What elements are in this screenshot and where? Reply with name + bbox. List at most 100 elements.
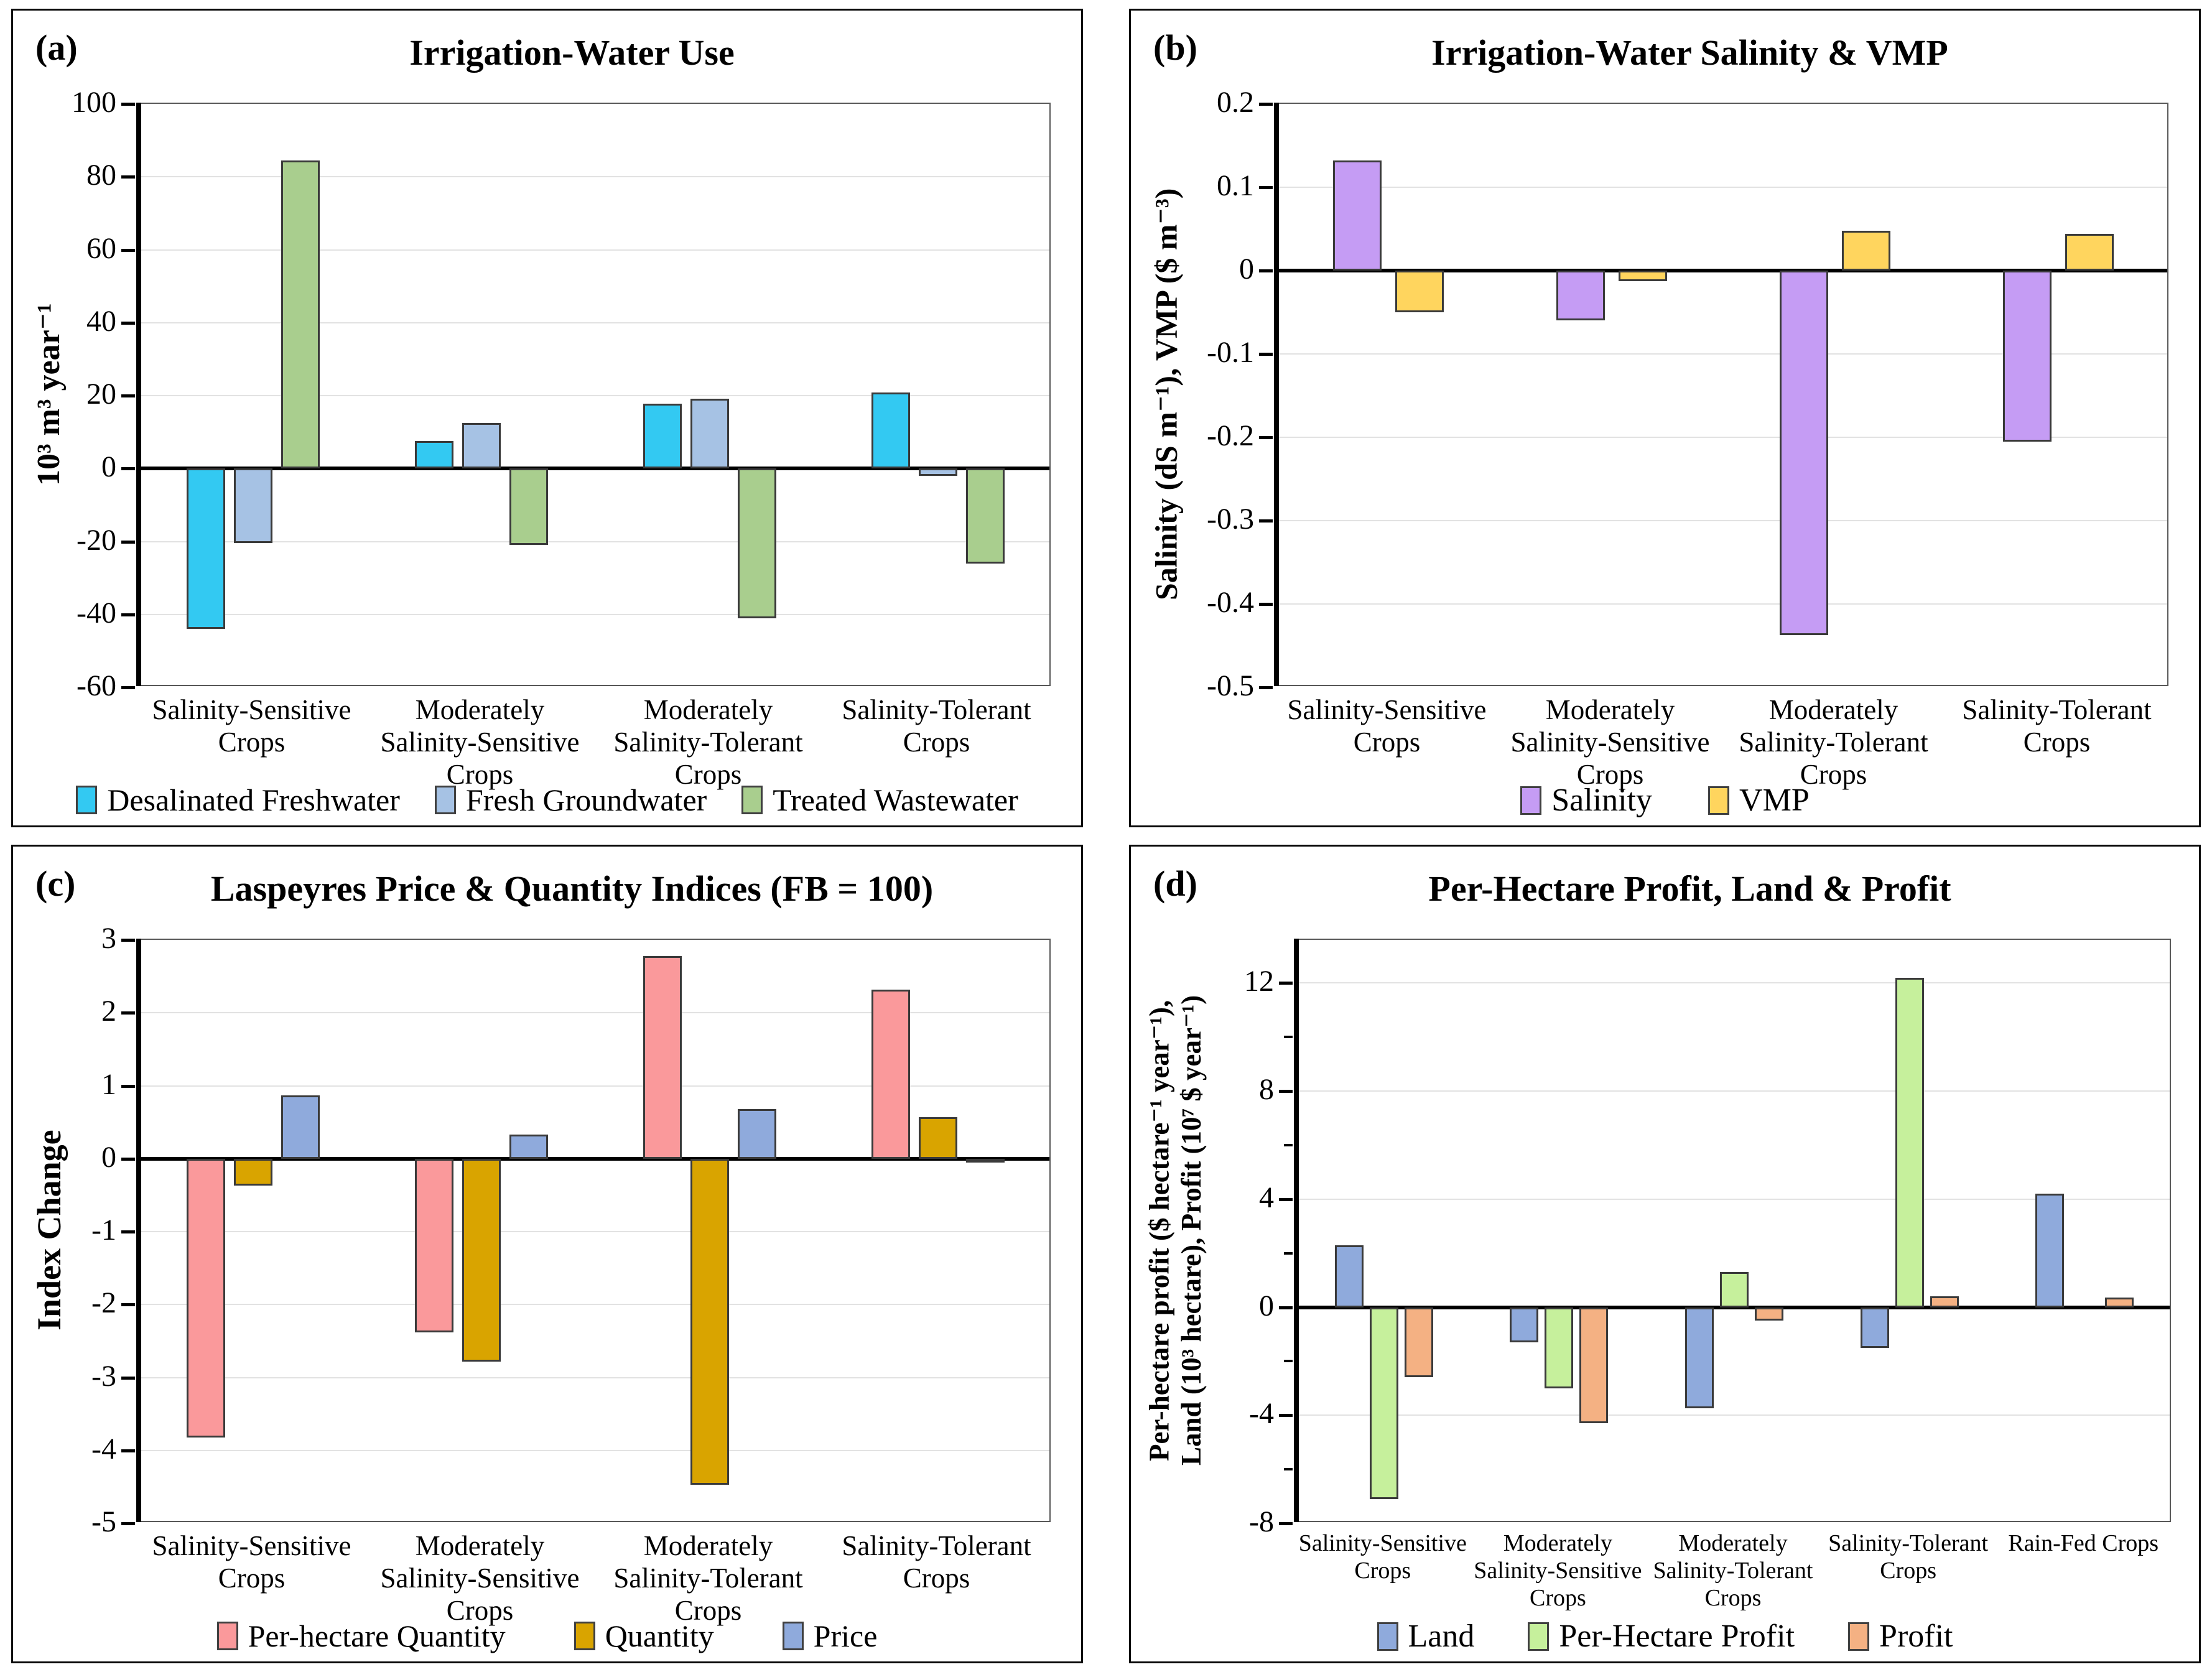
legend-swatch — [1848, 1622, 1870, 1651]
axis-tick — [1259, 519, 1273, 522]
y-tick-label: -20 — [77, 523, 116, 557]
category-label: Moderately Salinity-Sensitive Crops — [380, 694, 580, 791]
legend-label: Per-hectare Quantity — [248, 1619, 506, 1653]
axis-tick — [1279, 1522, 1293, 1525]
plot-area — [1279, 939, 2171, 1525]
legend-label: Desalinated Freshwater — [107, 783, 400, 817]
bar-per-hectare-profit — [1895, 977, 1924, 1307]
legend-label: Price — [813, 1619, 878, 1653]
y-tick-label: 12 — [1244, 965, 1274, 998]
axis-tick — [1259, 686, 1273, 689]
bar-price — [965, 1158, 1005, 1163]
bar-price — [281, 1095, 320, 1159]
y-tick-label: -0.4 — [1207, 586, 1254, 619]
y-tick-label: 0 — [101, 450, 116, 484]
axis-tick — [121, 1011, 135, 1015]
chart-title-b: Irrigation-Water Salinity & VMP — [1431, 32, 1948, 73]
y-tick-label: -0.3 — [1207, 503, 1254, 536]
gridline — [139, 322, 1049, 323]
gridline — [139, 1231, 1049, 1232]
gridline — [1276, 353, 2167, 355]
y-tick-label: 0.1 — [1217, 169, 1254, 202]
axis-tick — [121, 1522, 135, 1525]
legend-swatch — [1528, 1622, 1550, 1651]
y-tick-label: -8 — [1249, 1505, 1274, 1538]
axis-tick — [121, 321, 135, 325]
bar-desalinated-freshwater — [414, 441, 453, 469]
gridline — [139, 1377, 1049, 1378]
panel-c: (c) Laspeyres Price & Quantity Indices (… — [11, 845, 1083, 1663]
axis-tick — [121, 613, 135, 616]
bar-desalinated-freshwater — [186, 468, 225, 629]
legend-swatch — [1520, 786, 1542, 815]
y-tick-label: -40 — [77, 596, 116, 629]
bar-land — [1685, 1307, 1714, 1409]
y-tick-label: -60 — [77, 669, 116, 702]
bar-land — [2035, 1194, 2065, 1307]
legend-label: Treated Wastewater — [773, 783, 1018, 817]
legend-swatch — [782, 1622, 804, 1650]
legend-swatch — [1708, 786, 1730, 815]
axis-tick — [121, 1157, 135, 1161]
bar-price — [737, 1109, 776, 1159]
axis-tick — [1279, 1197, 1293, 1201]
category-label: Moderately Salinity-Tolerant Crops — [1739, 694, 1928, 791]
bar-fresh-groundwater — [918, 468, 957, 476]
axis-minor-tick — [1284, 1036, 1293, 1039]
bar-salinity — [2002, 271, 2052, 442]
y-tick-label: -2 — [91, 1286, 116, 1320]
bar-land — [1510, 1307, 1539, 1343]
bar-salinity — [1779, 271, 1828, 635]
category-label: Salinity-Sensitive Crops — [152, 1530, 351, 1594]
y-tick-label: -0.5 — [1207, 669, 1254, 702]
panel-letter-b: (b) — [1153, 27, 1197, 68]
y-tick-label: -3 — [91, 1359, 116, 1393]
legend-item: VMP — [1708, 782, 1810, 819]
y-tick-label: 2 — [101, 995, 116, 1028]
legend-swatch — [216, 1622, 238, 1650]
axis-minor-tick — [1284, 1360, 1293, 1363]
bar-treated-wastewater — [737, 468, 776, 618]
axis-minor-tick — [1284, 1144, 1293, 1147]
plot-area — [121, 103, 1051, 689]
bar-fresh-groundwater — [462, 422, 501, 469]
y-tick-label: -4 — [1249, 1397, 1274, 1431]
gridline — [1276, 437, 2167, 438]
category-label: Moderately Salinity-Sensitive Crops — [1474, 1530, 1642, 1612]
panel-letter-a: (a) — [35, 27, 78, 68]
bar-land — [1334, 1245, 1364, 1307]
zero-line — [1296, 1305, 2170, 1309]
gridline — [139, 176, 1049, 178]
legend-item: Price — [782, 1618, 878, 1654]
gridline — [139, 1012, 1049, 1014]
y-tick-label: 80 — [86, 159, 116, 192]
category-label: Moderately Salinity-Tolerant Crops — [613, 694, 803, 791]
bar-salinity — [1556, 271, 1605, 321]
category-label: Moderately Salinity-Tolerant Crops — [1653, 1530, 1813, 1612]
gridline — [139, 613, 1049, 615]
panel-d: (d) Per-Hectare Profit, Land & Profit Pe… — [1129, 845, 2201, 1663]
y-tick-label: -4 — [91, 1432, 116, 1465]
y-axis-line — [1274, 103, 1279, 686]
gridline — [1296, 1198, 2170, 1200]
gridline — [1276, 603, 2167, 605]
axis-tick — [121, 175, 135, 179]
bar-fresh-groundwater — [690, 398, 729, 469]
bar-per-hectare-quantity — [414, 1158, 453, 1332]
panel-a: (a) Irrigation-Water Use 10³ m³ year⁻¹ 1… — [11, 9, 1083, 827]
axis-tick — [121, 1303, 135, 1307]
axis-tick — [1279, 1090, 1293, 1094]
axis-tick — [121, 686, 135, 689]
panel-letter-c: (c) — [35, 863, 76, 904]
axis-tick — [121, 248, 135, 252]
category-label: Salinity-Sensitive Crops — [1287, 694, 1487, 758]
plot-area — [1259, 103, 2168, 689]
y-tick-label: -0.2 — [1207, 419, 1254, 452]
legend-swatch — [76, 786, 98, 814]
gridline — [139, 541, 1049, 542]
bar-vmp — [1395, 271, 1444, 312]
gridline — [139, 395, 1049, 396]
bar-land — [1860, 1307, 1889, 1348]
legend-label: VMP — [1739, 783, 1810, 818]
category-label: Salinity-Sensitive Crops — [152, 694, 351, 758]
